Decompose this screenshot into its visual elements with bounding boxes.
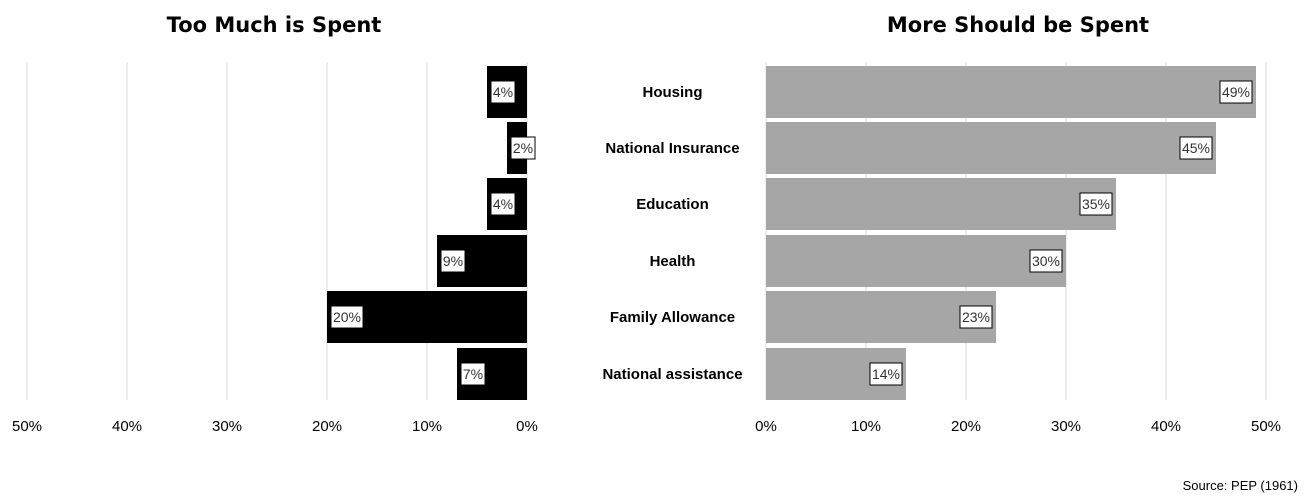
source-note: Source: PEP (1961) (1183, 478, 1298, 493)
bars (327, 66, 1256, 400)
right-bar-1 (766, 122, 1216, 174)
category-label-4: Family Allowance (610, 309, 735, 326)
left-data-label-5: 7% (463, 366, 483, 382)
left-data-label-box-4 (330, 305, 364, 329)
category-label-3: Health (650, 253, 696, 270)
category-label-2: Education (636, 196, 709, 213)
left-tick-label-3: 30% (212, 418, 242, 435)
category-label-1: National Insurance (605, 140, 739, 157)
category-label-5: National assistance (602, 366, 742, 383)
right-chart-title: More Should be Spent (887, 13, 1149, 37)
left-data-label-3: 9% (443, 253, 463, 269)
right-bar-3 (766, 235, 1066, 287)
left-data-label-box-2 (490, 192, 516, 216)
right-data-label-box-5 (869, 362, 903, 386)
left-data-label-box-5 (460, 362, 486, 386)
right-tick-label-3: 30% (1051, 418, 1081, 435)
category-label-0: Housing (643, 84, 703, 101)
right-data-label-1: 45% (1182, 140, 1210, 156)
right-data-label-4: 23% (962, 309, 990, 325)
right-bar-4 (766, 291, 996, 343)
left-data-label-box-1 (510, 136, 536, 160)
right-tick-label-0: 0% (755, 418, 777, 435)
right-bar-0 (766, 66, 1256, 118)
right-data-label-3: 30% (1032, 253, 1060, 269)
left-data-label-0: 4% (493, 84, 513, 100)
right-data-label-5: 14% (872, 366, 900, 382)
gridlines (26, 62, 1267, 400)
right-data-label-0: 49% (1222, 84, 1250, 100)
right-data-label-box-1 (1179, 136, 1213, 160)
left-data-label-1: 2% (513, 140, 533, 156)
left-tick-label-4: 40% (112, 418, 142, 435)
right-tick-label-5: 50% (1251, 418, 1281, 435)
left-data-label-box-0 (490, 80, 516, 104)
left-chart-title: Too Much is Spent (167, 13, 382, 37)
right-data-label-box-2 (1079, 192, 1113, 216)
left-data-label-4: 20% (333, 309, 361, 325)
right-data-label-2: 35% (1082, 196, 1110, 212)
left-tick-label-5: 50% (12, 418, 42, 435)
right-data-label-box-0 (1219, 80, 1253, 104)
left-tick-label-0: 0% (516, 418, 538, 435)
left-tick-label-2: 20% (312, 418, 342, 435)
axis-tick-labels: 0% 10% 20% 30% 40% 50% 0% 10% 20% 30% 40% 50% (12, 418, 1281, 435)
right-bar-2 (766, 178, 1116, 230)
right-tick-label-4: 40% (1151, 418, 1181, 435)
right-tick-label-1: 10% (851, 418, 881, 435)
left-data-label-2: 4% (493, 196, 513, 212)
data-labels: 4% 2% 4% 9% 20% 7% 49% 45% 35% 30% 23% 14% (330, 80, 1253, 386)
left-tick-label-1: 10% (412, 418, 442, 435)
right-tick-label-2: 20% (951, 418, 981, 435)
left-data-label-box-3 (440, 249, 466, 273)
category-labels: Housing National Insurance Education Health… (602, 84, 742, 383)
right-data-label-box-3 (1029, 249, 1063, 273)
right-data-label-box-4 (959, 305, 993, 329)
